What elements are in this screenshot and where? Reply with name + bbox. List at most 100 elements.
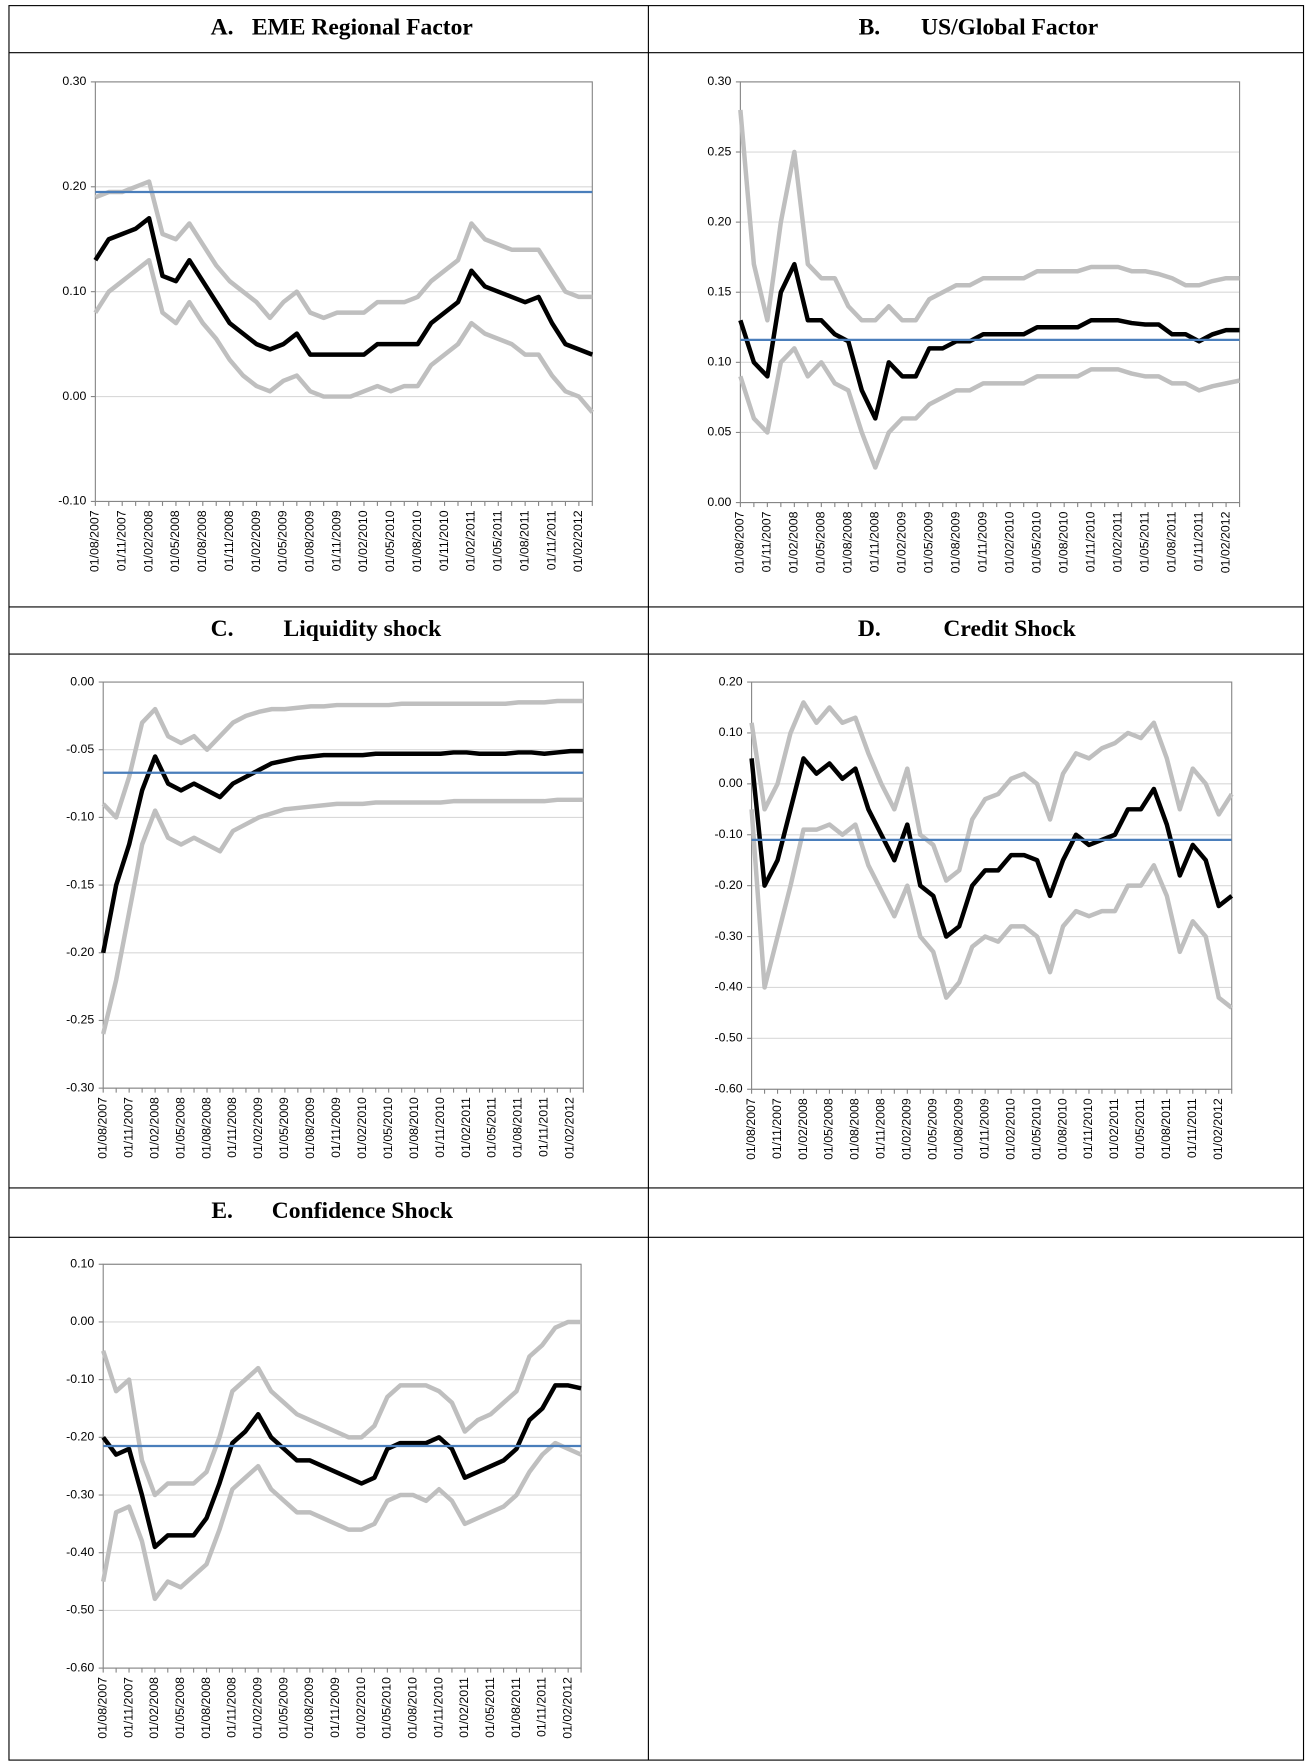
x-tick-label: 01/11/2007 [121,1677,135,1738]
y-tick-label: 0.00 [62,389,86,403]
x-tick-label: 01/02/2008 [796,1098,810,1160]
x-tick-label: 01/05/2008 [173,1677,187,1739]
y-tick-label: 0.10 [707,355,731,369]
panel-label: D. [858,616,881,642]
x-tick-label: 01/11/2009 [329,510,343,571]
y-tick-label: -0.30 [715,929,743,943]
y-tick-label: -0.20 [715,878,743,892]
y-tick-label: 0.15 [707,284,731,298]
x-tick-label: 01/02/2012 [1211,1098,1225,1160]
plot-frame [94,81,593,503]
y-tick-label: 0.00 [70,674,94,688]
table-frame [8,5,1305,1761]
series-line [93,216,594,357]
x-tick-label: 01/08/2009 [302,510,316,572]
y-tick-label: -0.50 [66,1603,94,1617]
series-line [738,109,1240,323]
x-tick-label: 01/02/2009 [250,1677,264,1739]
y-tick-label: 0.25 [707,144,731,158]
x-tick-label: 01/02/2008 [147,1677,161,1739]
series-line [101,698,584,820]
x-tick-label: 01/02/2008 [787,511,801,573]
series-line [749,756,1234,939]
y-tick-label: -0.40 [715,980,743,994]
x-tick-label: 01/02/2012 [1218,511,1232,573]
series-line [101,1319,582,1498]
x-tick-label: 01/05/2011 [485,1097,499,1158]
x-tick-label: 01/05/2009 [926,1098,940,1160]
x-tick-label: 01/08/2010 [405,1677,419,1739]
panel-label: B. [859,15,881,41]
y-tick-label: -0.25 [66,1013,94,1027]
x-tick-label: 01/08/2011 [511,1097,525,1158]
x-tick-label: 01/02/2010 [1002,511,1016,573]
x-tick-label: 01/11/2010 [1081,1098,1095,1159]
y-tick-label: -0.10 [66,1372,94,1386]
series-line [101,797,584,1035]
x-tick-label: 01/08/2009 [951,1098,965,1160]
x-tick-label: 01/08/2008 [841,511,855,573]
table-border [8,5,1305,1761]
plot-frame [751,681,1233,1090]
y-tick-label: -0.20 [66,1430,94,1444]
x-tick-label: 01/08/2007 [88,510,102,572]
x-tick-label: 01/11/2011 [535,1677,549,1737]
x-tick-label: 01/05/2008 [814,511,828,573]
x-tick-label: 01/05/2010 [1029,511,1043,573]
x-tick-label: 01/08/2008 [195,510,209,572]
y-tick-label: 0.10 [70,1257,94,1271]
x-tick-label: 01/11/2010 [437,510,451,571]
y-tick-label: 0.20 [707,214,731,228]
x-tick-label: 01/08/2007 [733,511,747,573]
x-tick-label: 01/02/2012 [560,1677,574,1739]
plot-frame [739,81,1241,504]
x-tick-label: 01/11/2008 [225,1677,239,1738]
x-tick-label: 01/11/2011 [1191,511,1205,571]
x-tick-label: 01/08/2007 [95,1677,109,1739]
x-tick-label: 01/05/2009 [922,511,936,573]
x-tick-label: 01/11/2009 [975,511,989,572]
x-tick-label: 01/02/2008 [141,510,155,572]
x-tick-label: 01/11/2008 [868,511,882,572]
series-line [749,700,1234,883]
x-tick-label: 01/11/2007 [760,511,774,572]
x-tick-label: 01/05/2010 [381,1097,395,1159]
series-line [749,809,1234,1010]
x-tick-label: 01/05/2009 [276,510,290,572]
y-tick-label: 0.30 [62,74,86,88]
x-tick-label: 01/02/2011 [1110,511,1124,572]
x-tick-label: 01/02/2010 [355,1097,369,1159]
plot-frame [102,1263,582,1669]
x-tick-label: 01/11/2011 [1185,1098,1199,1158]
x-tick-label: 01/02/2008 [147,1097,161,1159]
x-tick-label: 01/05/2009 [277,1097,291,1159]
y-tick-label: -0.60 [66,1660,94,1674]
x-tick-label: 01/08/2008 [199,1677,213,1739]
x-tick-label: 01/11/2011 [544,510,558,570]
panel-title: Credit Shock [943,616,1076,642]
x-tick-label: 01/11/2010 [433,1097,447,1158]
y-tick-label: -0.60 [715,1082,743,1096]
y-tick-label: -0.30 [66,1487,94,1501]
y-tick-label: 0.00 [70,1314,94,1328]
x-tick-label: 01/08/2011 [509,1677,523,1738]
x-tick-label: 01/08/2008 [199,1097,213,1159]
x-tick-label: 01/02/2010 [356,510,370,572]
x-tick-label: 01/05/2008 [168,510,182,572]
y-tick-label: -0.05 [66,742,94,756]
x-tick-label: 01/05/2010 [383,510,397,572]
x-tick-label: 01/02/2009 [249,510,263,572]
series-line [738,261,1240,421]
x-tick-label: 01/08/2010 [1056,511,1070,573]
y-tick-label: 0.10 [719,725,743,739]
x-tick-label: 01/11/2010 [431,1677,445,1738]
x-tick-label: 01/05/2009 [276,1677,290,1739]
x-tick-label: 01/11/2009 [328,1677,342,1738]
x-tick-label: 01/08/2011 [1159,1098,1173,1159]
x-tick-label: 01/02/2011 [1107,1098,1121,1159]
x-tick-label: 01/11/2011 [537,1097,551,1157]
y-tick-label: 0.20 [62,179,86,193]
x-tick-label: 01/08/2010 [1055,1098,1069,1160]
